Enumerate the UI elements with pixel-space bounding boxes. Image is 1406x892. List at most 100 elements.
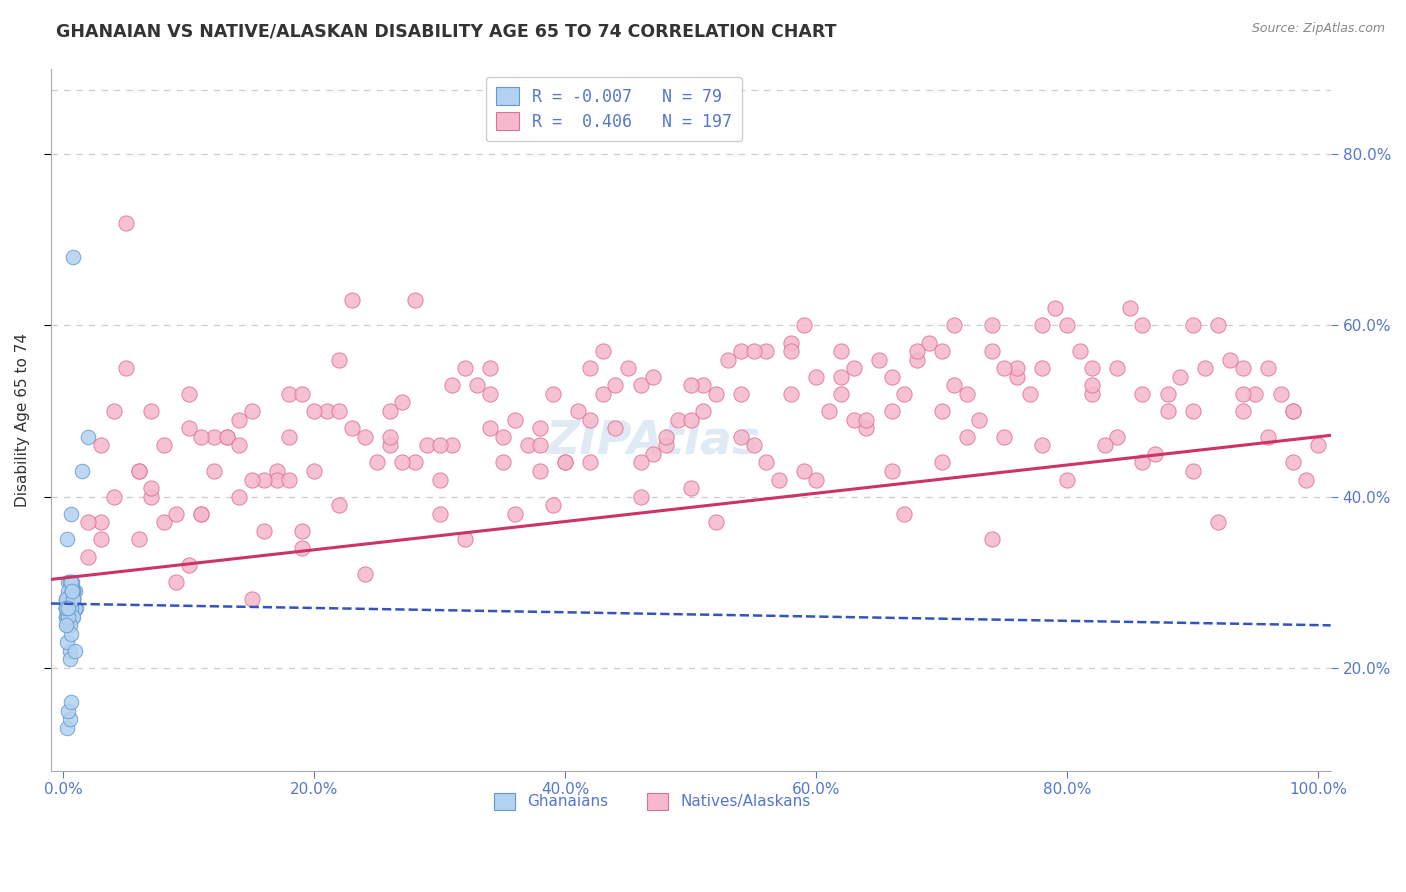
Point: [215, 430, 238, 444]
Point: [956, 430, 979, 444]
Point: [56, 601, 79, 615]
Point: [1143, 447, 1166, 461]
Point: [704, 387, 727, 401]
Point: [177, 387, 200, 401]
Point: [59, 592, 82, 607]
Point: [291, 524, 314, 538]
Point: [1181, 318, 1204, 333]
Point: [491, 455, 513, 469]
Point: [1056, 318, 1078, 333]
Point: [59, 601, 82, 615]
Point: [353, 566, 375, 581]
Point: [58, 601, 80, 615]
Point: [868, 352, 890, 367]
Point: [59, 644, 82, 658]
Point: [56, 609, 79, 624]
Point: [842, 361, 865, 376]
Point: [190, 430, 212, 444]
Point: [943, 318, 966, 333]
Point: [956, 387, 979, 401]
Point: [692, 404, 714, 418]
Point: [366, 455, 388, 469]
Point: [103, 490, 125, 504]
Point: [55, 601, 77, 615]
Point: [1031, 318, 1053, 333]
Point: [479, 387, 502, 401]
Point: [266, 473, 288, 487]
Point: [59, 592, 82, 607]
Point: [90, 516, 112, 530]
Point: [59, 652, 82, 666]
Point: [60, 583, 83, 598]
Point: [65, 601, 87, 615]
Point: [993, 361, 1015, 376]
Point: [165, 507, 187, 521]
Point: [58, 601, 80, 615]
Point: [340, 293, 363, 307]
Point: [830, 344, 852, 359]
Point: [55, 601, 77, 615]
Point: [429, 507, 451, 521]
Point: [717, 352, 740, 367]
Point: [328, 498, 350, 512]
Point: [202, 464, 225, 478]
Point: [278, 387, 301, 401]
Point: [441, 378, 464, 392]
Point: [59, 583, 82, 598]
Point: [541, 498, 564, 512]
Point: [806, 473, 828, 487]
Point: [56, 609, 79, 624]
Point: [58, 704, 80, 718]
Point: [416, 438, 439, 452]
Point: [454, 361, 477, 376]
Point: [880, 369, 903, 384]
Point: [943, 378, 966, 392]
Point: [59, 592, 82, 607]
Point: [152, 438, 174, 452]
Point: [755, 455, 778, 469]
Point: [454, 533, 477, 547]
Point: [60, 583, 83, 598]
Point: [592, 387, 614, 401]
Point: [59, 695, 82, 709]
Point: [55, 601, 77, 615]
Point: [529, 464, 551, 478]
Point: [60, 609, 83, 624]
Point: [1232, 404, 1254, 418]
Text: Source: ZipAtlas.com: Source: ZipAtlas.com: [1251, 22, 1385, 36]
Point: [931, 344, 953, 359]
Point: [103, 404, 125, 418]
Point: [115, 361, 138, 376]
Point: [742, 438, 765, 452]
Point: [1244, 387, 1267, 401]
Point: [55, 601, 77, 615]
Point: [60, 609, 83, 624]
Point: [391, 455, 413, 469]
Point: [190, 507, 212, 521]
Point: [59, 583, 82, 598]
Point: [56, 609, 79, 624]
Point: [1005, 361, 1028, 376]
Point: [980, 318, 1002, 333]
Point: [1168, 369, 1191, 384]
Point: [1094, 438, 1116, 452]
Point: [1132, 318, 1154, 333]
Text: ZIPAtlas: ZIPAtlas: [546, 418, 759, 463]
Point: [704, 516, 727, 530]
Point: [60, 575, 83, 590]
Point: [128, 464, 150, 478]
Point: [128, 464, 150, 478]
Point: [304, 404, 326, 418]
Point: [429, 473, 451, 487]
Point: [605, 378, 627, 392]
Point: [918, 335, 941, 350]
Point: [240, 592, 263, 607]
Point: [328, 404, 350, 418]
Point: [1257, 430, 1279, 444]
Point: [62, 592, 84, 607]
Point: [830, 387, 852, 401]
Point: [993, 430, 1015, 444]
Point: [59, 592, 82, 607]
Point: [880, 404, 903, 418]
Point: [579, 412, 602, 426]
